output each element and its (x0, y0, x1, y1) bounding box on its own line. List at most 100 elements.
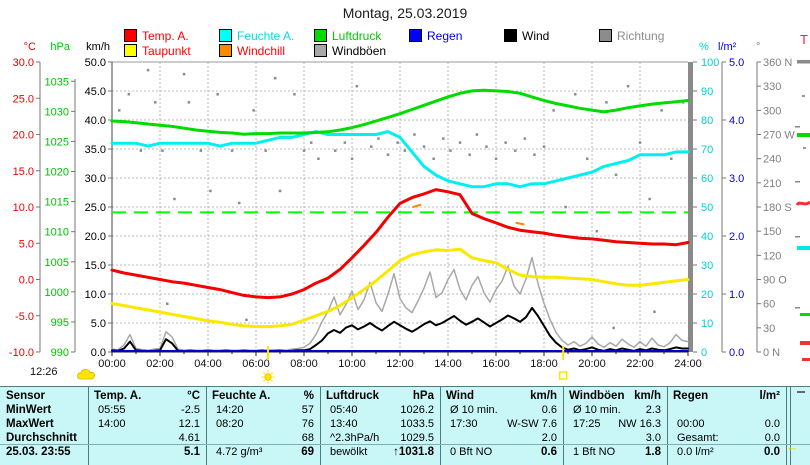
table-value-cell: 4.61 (178, 432, 200, 444)
sunset-square-icon (558, 371, 568, 380)
svg-text:0.0: 0.0 (91, 347, 106, 359)
svg-text:0: 0 (701, 347, 707, 359)
legend-label: Feuchte A. (237, 29, 295, 43)
percent-unit-label: % (699, 41, 709, 53)
svg-text:1015: 1015 (45, 197, 69, 209)
table-value-cell: 69 (301, 446, 314, 458)
page-title: Montag, 25.03.2019 (342, 5, 468, 21)
table-time-cell: Ø 10 min. (573, 404, 621, 416)
svg-text:20: 20 (701, 289, 713, 301)
table-time-cell: 0.0 l/m² (677, 446, 714, 458)
table-value-cell: 0.0 (764, 418, 780, 430)
legend-item-windb-en: Windböen (314, 44, 387, 58)
table-row-label: MinWert (6, 404, 52, 416)
luftdruck-curve (110, 88, 690, 136)
table-time-cell: 08:20 (216, 418, 244, 430)
svg-text:90 O: 90 O (763, 275, 787, 287)
table-value-cell: 5.1 (184, 446, 200, 458)
table-divider (88, 387, 89, 465)
svg-text:00:00: 00:00 (98, 358, 126, 370)
svg-text:60: 60 (701, 173, 713, 185)
table-value-cell: 12.1 (178, 418, 200, 430)
svg-text:70: 70 (701, 144, 713, 156)
svg-text:30.0: 30.0 (13, 57, 34, 69)
svg-text:30: 30 (701, 260, 713, 272)
celsius-unit-label: °C (24, 41, 36, 53)
svg-text:2.0: 2.0 (729, 231, 744, 243)
svg-text:3.0: 3.0 (729, 173, 744, 185)
table-divider (786, 387, 787, 465)
table-divider (563, 387, 564, 465)
table-value-cell: 0.0 (764, 432, 780, 444)
table-value-cell: 0.6 (541, 404, 557, 416)
svg-text:24:00: 24:00 (674, 358, 702, 370)
svg-text:330: 330 (763, 81, 781, 93)
taupunkt-curve (110, 247, 690, 329)
svg-text:990: 990 (51, 347, 69, 359)
table-time-cell: 05:55 (98, 404, 126, 416)
sunset-marker (558, 346, 568, 380)
temp-a-swatch-icon (124, 29, 137, 42)
svg-text:10:00: 10:00 (338, 358, 366, 370)
svg-text:1035: 1035 (45, 76, 69, 88)
svg-text:14:00: 14:00 (434, 358, 462, 370)
table-col-header: Windböen (569, 390, 625, 402)
legend-item-feuchte-a: Feuchte A. (219, 29, 295, 43)
svg-text:300: 300 (763, 105, 781, 117)
table-value-cell: 76 (301, 418, 314, 430)
table-value-cell: -2.5 (181, 404, 200, 416)
table-value-cell: 1026.2 (400, 404, 434, 416)
table-col-header: Feuchte A. (212, 390, 271, 402)
table-time-cell: ^2.3hPa/h (330, 432, 380, 444)
taupunkt-swatch-icon (124, 44, 137, 57)
table-row-label: Durchschnitt (6, 432, 77, 444)
table-time-cell: 17:30 (450, 418, 478, 430)
windchill-swatch-icon (219, 44, 232, 57)
svg-text:22:00: 22:00 (626, 358, 654, 370)
svg-text:100: 100 (701, 57, 719, 69)
legend-item-temp-a: Temp. A. (124, 29, 189, 43)
svg-text:20:00: 20:00 (578, 358, 606, 370)
svg-text:45.0: 45.0 (85, 86, 106, 98)
table-divider (320, 387, 321, 465)
table-value-cell: 2.3 (645, 404, 661, 416)
legend-item-wind: Wind (504, 29, 549, 43)
svg-text:10: 10 (701, 318, 713, 330)
plot-right-bar (688, 62, 693, 352)
legend-label: Regen (427, 29, 463, 43)
svg-text:04:00: 04:00 (194, 358, 222, 370)
svg-text:240: 240 (763, 154, 781, 166)
table-time-cell: 4.72 g/m³ (216, 446, 263, 458)
cutoff-panel-label: T (800, 32, 808, 47)
legend-item-taupunkt: Taupunkt (124, 44, 191, 58)
table-col-unit: % (303, 390, 314, 402)
legend-label: Windböen (332, 44, 387, 58)
table-col-header: Luftdruck (326, 390, 380, 402)
svg-text:08:00: 08:00 (290, 358, 318, 370)
table-time-cell: bewölkt (330, 446, 368, 458)
windb-en-curve (111, 256, 689, 352)
table-value-cell: 2.0 (541, 432, 557, 444)
table-row-label: 25.03. 23:55 (6, 446, 71, 458)
table-divider (667, 387, 668, 465)
table-value-cell: 68 (301, 432, 314, 444)
cutoff-table-fragment (797, 391, 805, 393)
legend-label: Temp. A. (142, 29, 189, 43)
grid (111, 61, 693, 353)
table-col-header: Temp. A. (94, 390, 142, 402)
svg-text:0.0: 0.0 (729, 347, 744, 359)
svg-text:30: 30 (763, 323, 775, 335)
svg-text:5.0: 5.0 (729, 57, 744, 69)
kmh-axis: km/h 50.0 45.0 40.0 35.0 30.0 25.0 20.0 15.0 10.0… (85, 41, 112, 359)
table-col-header: Regen (673, 390, 709, 402)
svg-text:40: 40 (701, 231, 713, 243)
svg-text:06:00: 06:00 (242, 358, 270, 370)
svg-text:25.0: 25.0 (13, 93, 34, 105)
deg-unit-label: ° (756, 41, 760, 53)
svg-text:210: 210 (763, 178, 781, 190)
table-row-label: MaxWert (6, 418, 54, 430)
table-time-cell: 00:00 (677, 418, 705, 430)
table-value-cell: 3.0 (645, 432, 661, 444)
